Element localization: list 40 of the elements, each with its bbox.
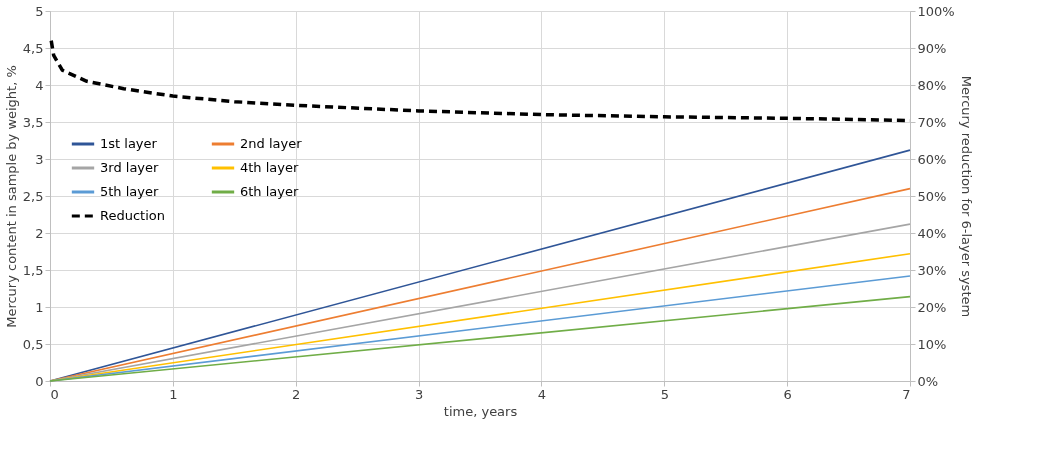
y-tick-label: 1,5 — [22, 262, 44, 278]
x-tick-label: 6 — [783, 386, 792, 402]
y2-axis-title: Mercury reduction for 6-layer system — [958, 75, 974, 318]
y-tick-label: 3,5 — [22, 114, 44, 130]
x-tick-label: 0 — [50, 386, 59, 402]
y-tick-label: 5 — [35, 3, 44, 19]
y2-tick-label: 100% — [917, 3, 955, 19]
y-tick-label: 3 — [35, 151, 44, 167]
legend-label: Reduction — [100, 208, 165, 223]
y-tick-label: 4 — [35, 77, 44, 93]
y2-tick-label: 50% — [917, 188, 947, 204]
y-axis-title: Mercury content in sample by weight, % — [3, 65, 19, 328]
y2-tick-label: 0% — [917, 373, 939, 389]
y-tick-label: 0 — [35, 373, 44, 389]
y2-tick-label: 60% — [917, 151, 947, 167]
y-tick-label: 0,5 — [22, 336, 44, 352]
y2-tick-label: 30% — [917, 262, 947, 278]
y-tick-label: 2,5 — [22, 188, 44, 204]
y2-tick-label: 40% — [917, 225, 947, 241]
y2-tick-label: 90% — [917, 40, 947, 56]
x-tick-label: 5 — [660, 386, 669, 402]
legend-label: 4th layer — [240, 160, 300, 175]
x-axis-title: time, years — [443, 403, 518, 419]
y2-tick-label: 80% — [917, 77, 947, 93]
x-tick-label: 3 — [414, 386, 424, 402]
legend-label: 1st layer — [100, 136, 158, 151]
y-tick-label: 1 — [35, 299, 44, 315]
y-tick-label: 2 — [35, 225, 44, 241]
x-tick-label: 4 — [537, 386, 547, 402]
legend-label: 6th layer — [240, 184, 300, 199]
x-tick-label: 1 — [169, 386, 178, 402]
y2-tick-label: 70% — [917, 114, 947, 130]
legend-label: 2nd layer — [240, 136, 303, 151]
x-tick-label: 2 — [292, 386, 301, 402]
legend-label: 3rd layer — [100, 160, 160, 175]
y-tick-label: 4,5 — [22, 40, 44, 56]
y2-tick-label: 20% — [917, 299, 947, 315]
x-tick-label: 7 — [902, 386, 911, 402]
legend-label: 5th layer — [100, 184, 160, 199]
y2-tick-label: 10% — [917, 336, 947, 352]
